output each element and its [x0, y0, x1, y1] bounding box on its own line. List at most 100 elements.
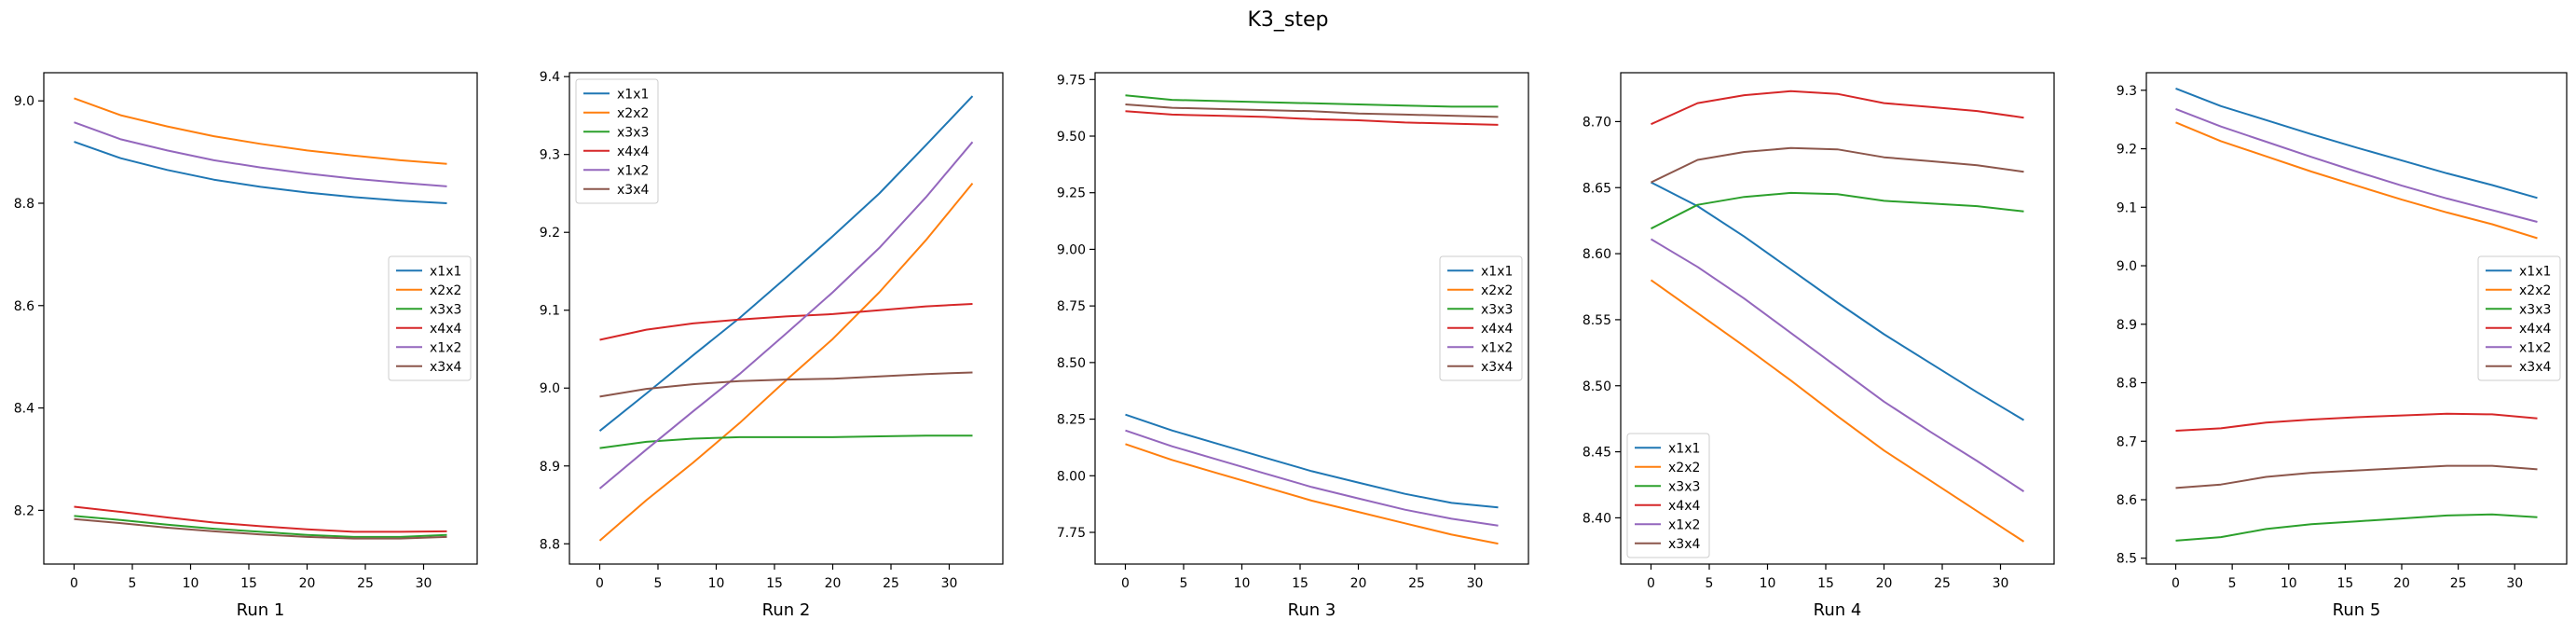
- x-tick-label: 20: [1876, 576, 1893, 591]
- series-line-x1x2: [1650, 238, 2025, 492]
- subplot-2: 0 5 10 15 20 25 30 8.8 8.9 9.0 9.1 9.2 9.3 9.4 Run 2 x1…: [540, 70, 1004, 620]
- legend-label-x2x2: x2x2: [617, 106, 649, 121]
- series-line-x4x4: [2175, 412, 2538, 432]
- y-tick-label: 8.5: [2117, 552, 2137, 567]
- y-tick-label: 8.9: [540, 460, 560, 475]
- y-tick-label: 8.8: [540, 537, 560, 552]
- legend-label-x1x1: x1x1: [1668, 441, 1700, 456]
- y-tick-label: 8.9: [2117, 318, 2137, 333]
- legend-label-x1x1: x1x1: [2519, 264, 2551, 279]
- legend-box: [2477, 255, 2561, 381]
- y-tick-label: 8.50: [1583, 379, 1611, 394]
- legend-label-x2x2: x2x2: [430, 283, 461, 298]
- legend-box: [575, 78, 659, 204]
- series-lines: [1125, 94, 1499, 545]
- x-tick-label: 30: [1467, 576, 1484, 591]
- y-tick-label: 8.2: [14, 503, 34, 518]
- series-line-x4x4: [74, 505, 447, 533]
- y-tick-label: 8.4: [14, 402, 34, 417]
- series-line-x1x1: [1125, 413, 1499, 509]
- y-tick-label: 9.2: [540, 226, 560, 241]
- x-tick-label: 10: [1760, 576, 1776, 591]
- x-tick-label: 20: [299, 576, 316, 591]
- figure-title: K3_step: [1247, 8, 1328, 32]
- subplot-4: 0 5 10 15 20 25 30 8.40 8.45 8.50 8.55 8.60 8.65 8.70…: [1583, 72, 2055, 620]
- series-lines: [74, 97, 447, 540]
- x-tick-label: 5: [129, 576, 137, 591]
- series-line-x1x2: [2175, 107, 2538, 223]
- y-tick-label: 8.8: [2117, 377, 2137, 392]
- series-line-x1x2: [1125, 429, 1499, 527]
- legend-label-x3x4: x3x4: [1481, 360, 1513, 375]
- y-tick-label: 8.45: [1583, 446, 1611, 461]
- legend-box: [1439, 255, 1523, 381]
- y-tick-label: 8.55: [1583, 313, 1611, 328]
- legend: x1x1 x2x2 x3x3 x4x4 x1x2 x3x4: [1626, 433, 1710, 558]
- x-tick-label: 10: [708, 576, 725, 591]
- y-tick-label: 8.6: [2117, 493, 2137, 508]
- subplots: 0 5 10 15 20 25 30 8.2 8.4 8.6 8.8 9.0 Run 1 x1x1 x2x2…: [14, 70, 2568, 620]
- x-tick-label: 25: [1408, 576, 1425, 591]
- y-tick-label: 8.40: [1583, 511, 1611, 526]
- y-tick-label: 9.1: [2117, 200, 2137, 215]
- series-line-x3x3: [2175, 513, 2538, 542]
- plot-frame: [569, 72, 1004, 565]
- subplot-1: 0 5 10 15 20 25 30 8.2 8.4 8.6 8.8 9.0 Run 1 x1x1 x2x2…: [14, 72, 478, 620]
- x-axis-label: Run 3: [1288, 600, 1336, 620]
- y-tick-label: 8.65: [1583, 181, 1611, 196]
- y-tick-label: 7.75: [1057, 526, 1086, 541]
- x-tick-label: 15: [1817, 576, 1834, 591]
- legend: x1x1 x2x2 x3x3 x4x4 x1x2 x3x4: [388, 255, 472, 381]
- series-line-x2x2: [1125, 443, 1499, 545]
- y-tick-label: 9.75: [1057, 73, 1086, 88]
- series-lines: [2175, 87, 2538, 542]
- x-tick-label: 5: [1706, 576, 1714, 591]
- legend-label-x3x4: x3x4: [430, 360, 461, 375]
- x-tick-label: 15: [766, 576, 783, 591]
- legend-label-x3x3: x3x3: [1668, 479, 1700, 494]
- series-line-x3x4: [74, 517, 447, 540]
- x-axis-label: Run 4: [1814, 600, 1862, 620]
- series-line-x1x1: [598, 95, 974, 432]
- x-tick-label: 0: [2172, 576, 2180, 591]
- legend-label-x4x4: x4x4: [1481, 322, 1513, 337]
- y-tick-label: 9.3: [540, 148, 560, 163]
- legend-label-x1x2: x1x2: [2519, 340, 2551, 355]
- legend-label-x2x2: x2x2: [1481, 283, 1513, 298]
- x-tick-label: 30: [416, 576, 432, 591]
- y-tick-label: 9.3: [2117, 84, 2137, 99]
- series-line-x2x2: [74, 97, 447, 165]
- series-line-x3x3: [1651, 191, 2024, 230]
- y-tick-label: 8.60: [1583, 247, 1611, 262]
- legend: x1x1 x2x2 x3x3 x4x4 x1x2 x3x4: [1439, 255, 1523, 381]
- x-tick-label: 30: [941, 576, 958, 591]
- y-tick-label: 8.8: [14, 197, 34, 212]
- legend-box: [1626, 433, 1710, 558]
- series-line-x4x4: [599, 303, 973, 341]
- series-line-x1x2: [598, 141, 974, 489]
- legend-label-x1x2: x1x2: [430, 340, 461, 355]
- y-tick-label: 8.00: [1057, 469, 1086, 484]
- legend-label-x2x2: x2x2: [1668, 461, 1700, 475]
- legend-label-x3x3: x3x3: [617, 125, 649, 140]
- legend: x1x1 x2x2 x3x3 x4x4 x1x2 x3x4: [575, 78, 659, 204]
- series-line-x3x4: [1125, 103, 1499, 118]
- legend-label-x1x1: x1x1: [617, 87, 649, 102]
- series-line-x3x3: [1125, 94, 1499, 108]
- y-tick-label: 9.0: [540, 381, 560, 396]
- x-tick-label: 5: [654, 576, 663, 591]
- legend-box: [388, 255, 472, 381]
- plot-frame: [1620, 72, 2055, 565]
- series-line-x2x2: [1650, 279, 2025, 543]
- legend-label-x1x2: x1x2: [1668, 517, 1700, 532]
- legend-label-x4x4: x4x4: [430, 322, 461, 337]
- series-line-x4x4: [1651, 90, 2024, 126]
- x-tick-label: 5: [2228, 576, 2237, 591]
- plot-frame: [2145, 72, 2568, 565]
- x-tick-label: 0: [70, 576, 78, 591]
- x-tick-label: 0: [1647, 576, 1655, 591]
- legend-label-x1x1: x1x1: [430, 264, 461, 279]
- legend-label-x3x4: x3x4: [617, 183, 649, 198]
- series-line-x3x3: [74, 515, 447, 538]
- series-line-x3x4: [599, 371, 973, 398]
